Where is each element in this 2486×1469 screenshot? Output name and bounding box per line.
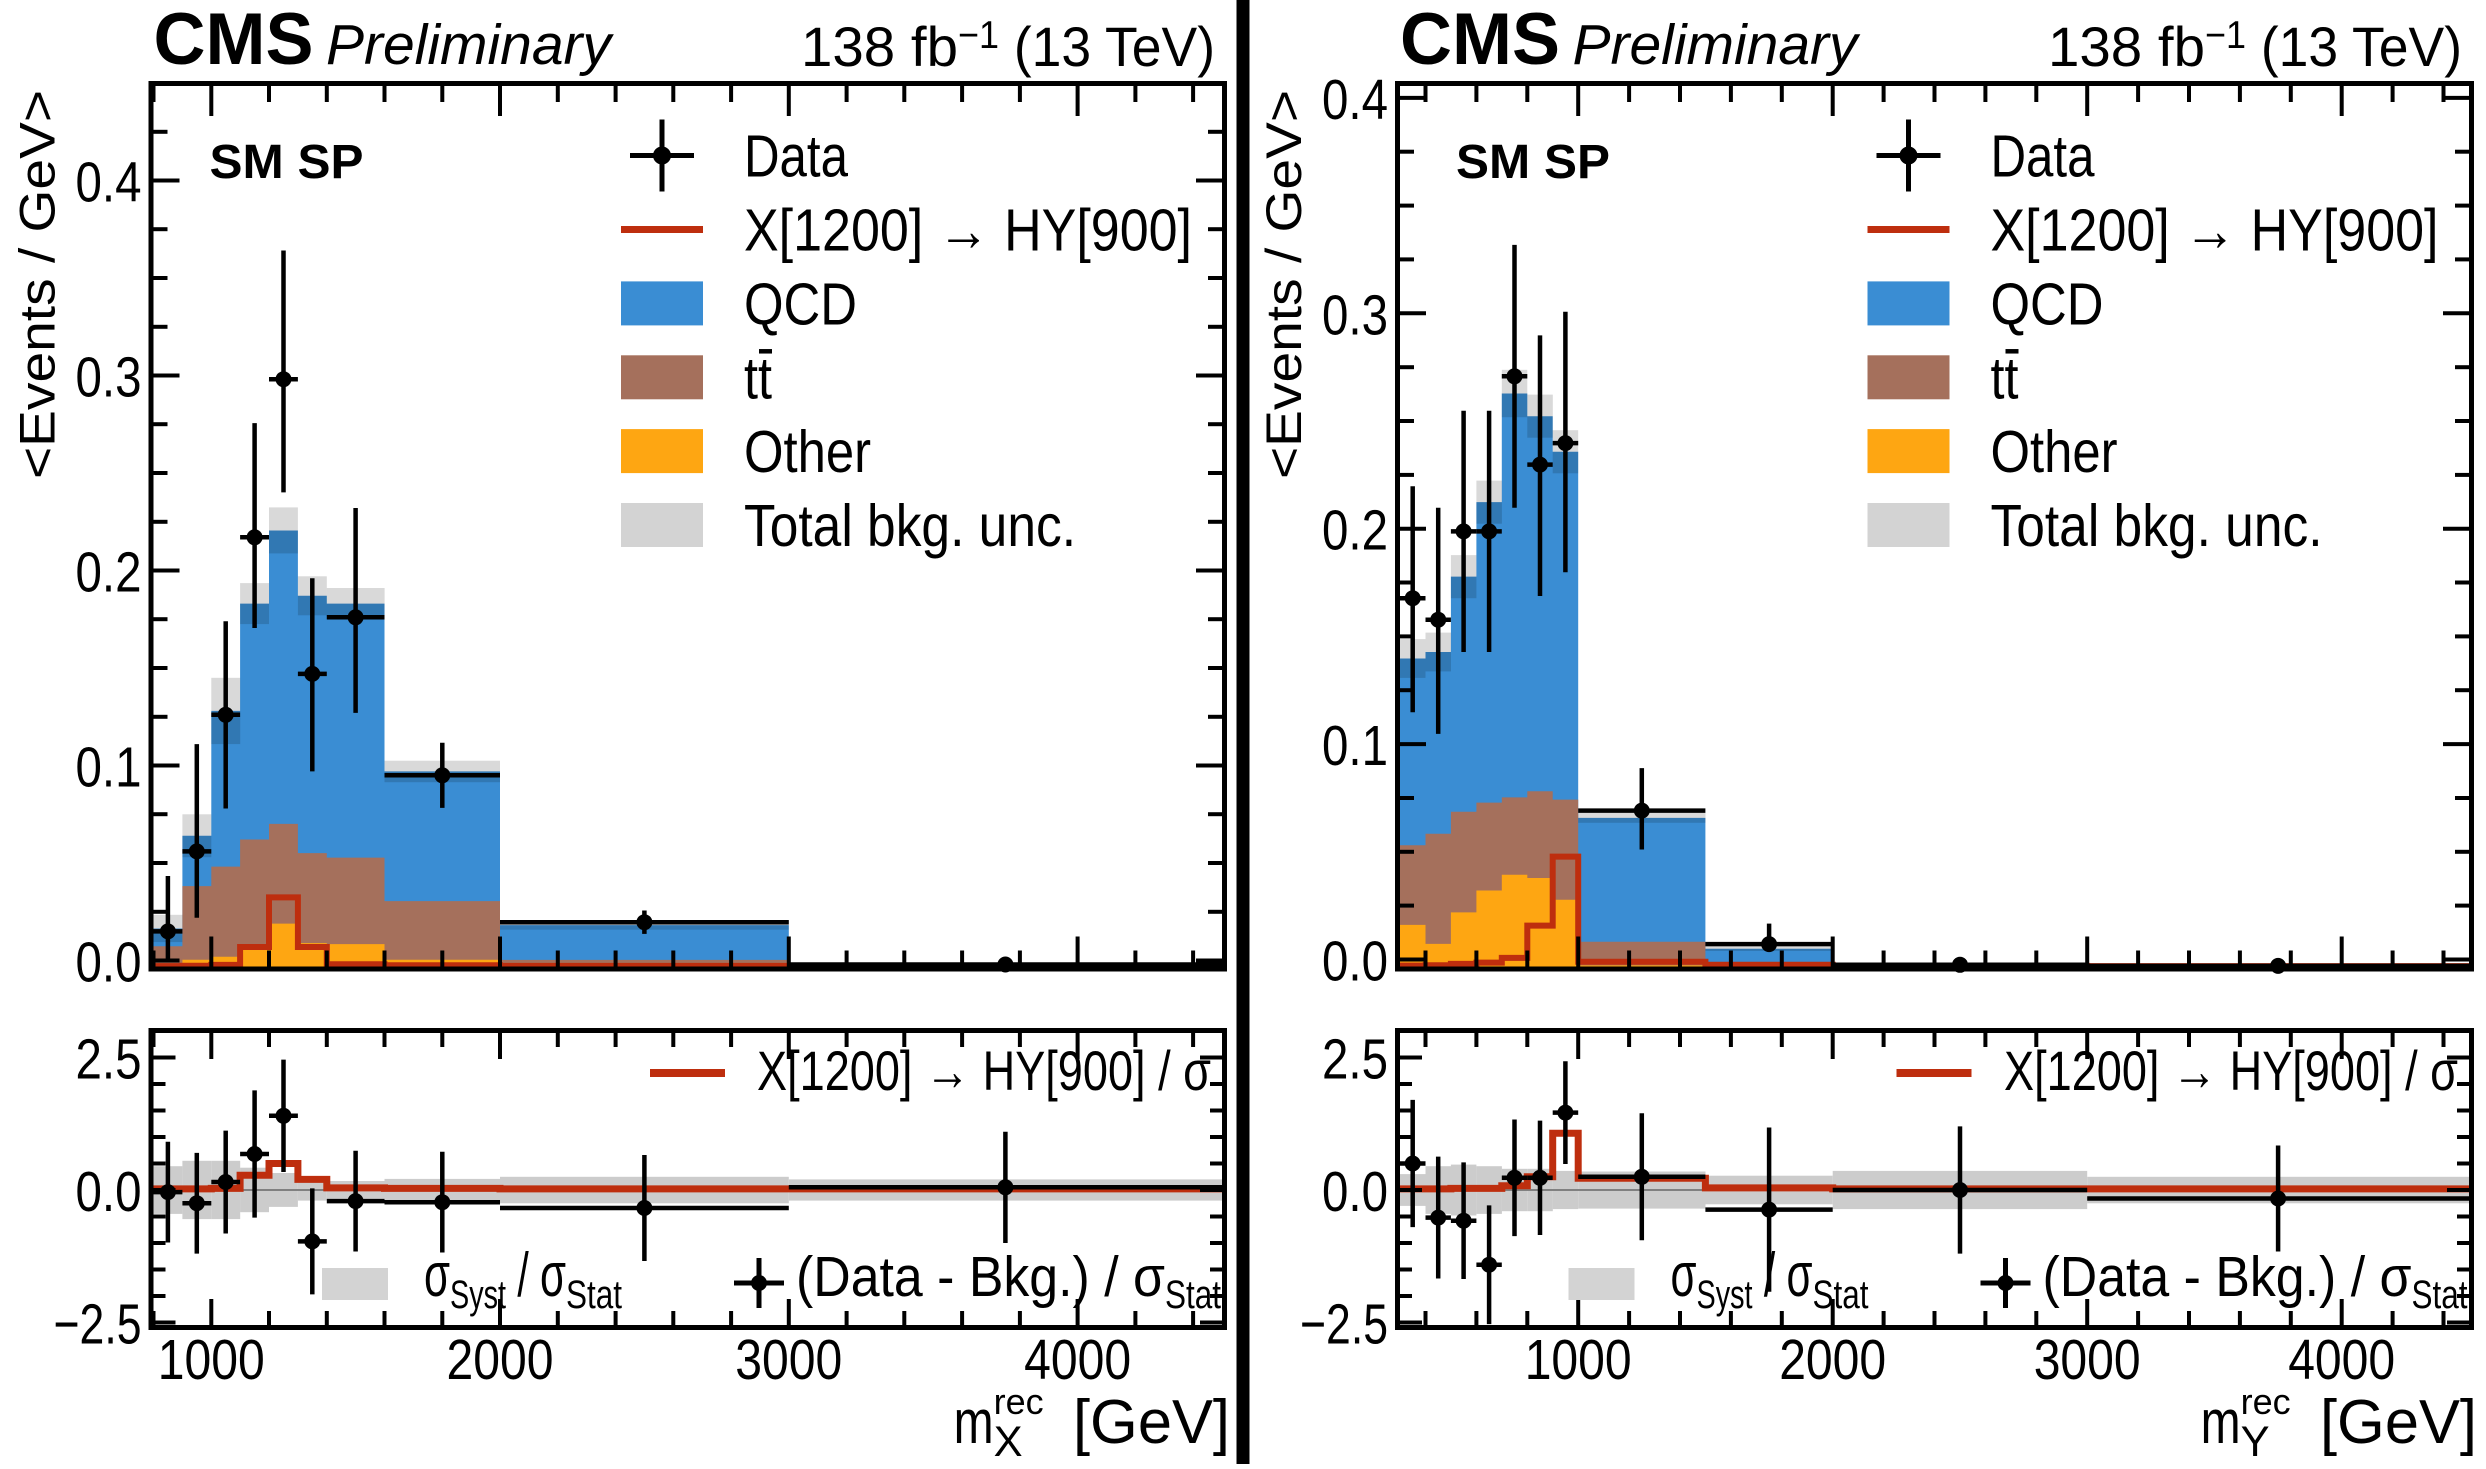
svg-text:<Events / GeV>: <Events / GeV> (10, 90, 66, 479)
svg-text:Preliminary: Preliminary (326, 13, 614, 77)
svg-text:Data: Data (1991, 124, 2095, 190)
svg-text:SM SP: SM SP (210, 136, 364, 189)
svg-text:0.1: 0.1 (76, 736, 142, 800)
svg-text:2000: 2000 (447, 1328, 554, 1392)
svg-text:X[1200] → HY[900] / σ: X[1200] → HY[900] / σ (2004, 1039, 2458, 1102)
svg-text:3000: 3000 (735, 1328, 842, 1392)
svg-text:0.0: 0.0 (76, 1160, 142, 1224)
svg-text:0.1: 0.1 (1322, 714, 1388, 778)
svg-text:0.0: 0.0 (76, 931, 142, 995)
svg-text:Other: Other (744, 419, 871, 485)
svg-text:σSyst / σStat: σSyst / σStat (424, 1241, 622, 1317)
svg-text:Other: Other (1991, 419, 2118, 485)
svg-text:Data: Data (744, 124, 848, 190)
svg-text:138 fb−1 (13 TeV): 138 fb−1 (13 TeV) (801, 14, 1215, 78)
svg-text:X[1200] → HY[900]: X[1200] → HY[900] (1991, 198, 2439, 264)
svg-text:1000: 1000 (1525, 1328, 1632, 1392)
svg-text:Preliminary: Preliminary (1573, 13, 1861, 77)
svg-text:4000: 4000 (1024, 1328, 1131, 1392)
svg-text:<Events / GeV>: <Events / GeV> (1256, 90, 1312, 479)
svg-text:Total bkg. unc.: Total bkg. unc. (1991, 493, 2323, 559)
svg-text:2.5: 2.5 (1322, 1028, 1388, 1092)
svg-text:QCD: QCD (1991, 271, 2104, 337)
svg-text:tt: tt (1991, 345, 2019, 411)
svg-text:CMS: CMS (1400, 0, 1560, 80)
svg-text:−2.5: −2.5 (54, 1293, 142, 1357)
svg-text:0.0: 0.0 (1322, 1160, 1388, 1224)
svg-text:138 fb−1 (13 TeV): 138 fb−1 (13 TeV) (2048, 14, 2462, 78)
svg-text:QCD: QCD (744, 271, 857, 337)
svg-text:−2.5: −2.5 (1300, 1293, 1388, 1357)
svg-text:(Data - Bkg.) / σStat: (Data - Bkg.) / σStat (796, 1245, 1221, 1317)
svg-text:0.4: 0.4 (1322, 68, 1388, 132)
svg-text:1000: 1000 (158, 1328, 265, 1392)
svg-text:2000: 2000 (1779, 1328, 1886, 1392)
svg-text:0.2: 0.2 (76, 541, 142, 605)
svg-text:2.5: 2.5 (76, 1028, 142, 1092)
svg-text:0.3: 0.3 (76, 346, 142, 410)
svg-text:CMS: CMS (154, 0, 314, 80)
svg-text:SM SP: SM SP (1456, 136, 1610, 189)
svg-text:X[1200] → HY[900]: X[1200] → HY[900] (744, 198, 1192, 264)
svg-text:0.2: 0.2 (1322, 499, 1388, 563)
svg-text:0.0: 0.0 (1322, 930, 1388, 994)
svg-text:0.3: 0.3 (1322, 283, 1388, 347)
svg-text:3000: 3000 (2034, 1328, 2141, 1392)
svg-text:(Data - Bkg.) / σStat: (Data - Bkg.) / σStat (2043, 1245, 2468, 1317)
svg-text:0.4: 0.4 (76, 151, 142, 215)
svg-text:X[1200] → HY[900] / σ: X[1200] → HY[900] / σ (757, 1039, 1211, 1102)
svg-text:4000: 4000 (2288, 1328, 2395, 1392)
svg-text:Total bkg. unc.: Total bkg. unc. (744, 493, 1076, 559)
svg-text:σSyst / σStat: σSyst / σStat (1671, 1241, 1869, 1317)
svg-text:tt: tt (744, 345, 772, 411)
